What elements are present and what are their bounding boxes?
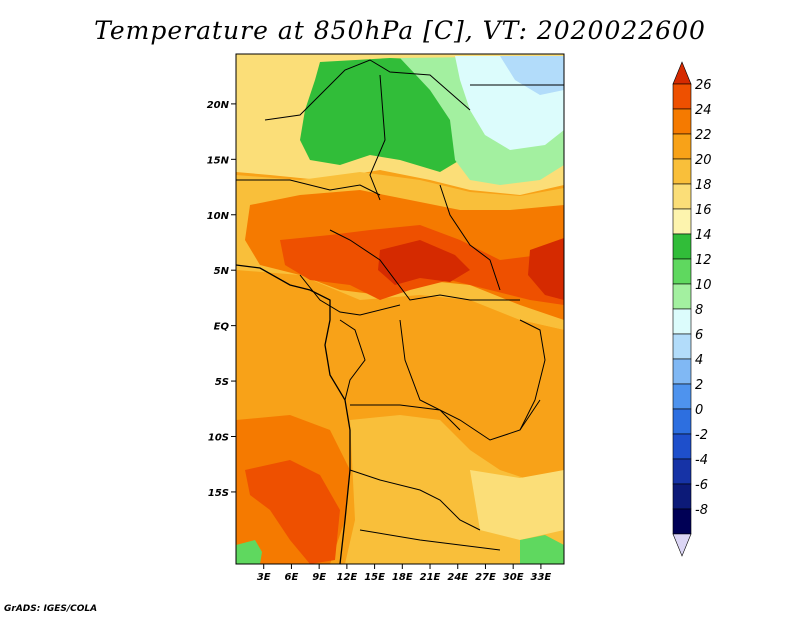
lon-label-5: 18E [392,572,413,583]
colorbar-label-7: 12 [695,253,712,268]
colorbar-swatch-0 [672,83,692,110]
map-axes: 20N 15N 10N 5N EQ 5S 10S 15S 3E 6E 9E 12E 15E 18E 21E 2… [207,100,552,583]
colorbar-swatch-8 [672,283,692,310]
lat-label-5: 5S [215,377,229,388]
country-borders [236,59,564,551]
colorbar-label-17: -8 [695,503,708,518]
colorbar-label-6: 14 [695,228,712,243]
southwest-green-patch [236,540,262,564]
colorbar-swatch-11 [672,358,692,385]
colorbar-swatch-10 [672,333,692,360]
colorbar-swatch-7 [672,258,692,285]
lat-label-3: 5N [214,266,230,277]
colorbar-bottom-arrow [672,533,692,557]
lon-label-0: 3E [257,572,271,583]
lon-label-6: 21E [420,572,441,583]
colorbar-swatch-6 [672,233,692,260]
colorbar-label-16: -6 [695,478,708,493]
colorbar-label-13: 0 [695,403,703,418]
lon-label-3: 12E [336,572,357,583]
congo-basin-region [330,300,564,420]
colorbar-swatch-3 [672,158,692,185]
lon-label-7: 24E [447,572,468,583]
colorbar-label-9: 8 [695,303,703,318]
colorbar-label-10: 6 [695,328,703,343]
lat-label-6: 10S [208,433,229,444]
colorbar-swatch-4 [672,183,692,210]
lon-label-10: 33E [531,572,552,583]
coastline [236,264,351,564]
map-frame [235,53,565,565]
lat-label-7: 15S [208,488,229,499]
hot-east-region [378,240,470,285]
colorbar-swatch-17 [672,508,692,535]
lon-label-9: 30E [503,572,524,583]
grads-credit: GrADS: IGES/COLA [4,604,98,614]
temperature-field [236,54,564,564]
colorbar-top-arrow [672,61,692,85]
colorbar-swatch-16 [672,483,692,510]
colorbar-swatch-1 [672,108,692,135]
chart-title: Temperature at 850hPa [C], VT: 202002260… [94,16,706,45]
southeast-green-patch [520,535,564,564]
lat-label-0: 20N [207,100,230,111]
colorbar-swatch-5 [672,208,692,235]
southeast-pale-region [470,470,564,540]
colorbar-swatch-2 [672,133,692,160]
colorbar-label-8: 10 [695,278,712,293]
lon-label-8: 27E [475,572,496,583]
lat-label-4: EQ [214,322,230,333]
colorbar-label-5: 16 [695,203,712,218]
colorbar-label-14: -2 [695,428,708,443]
colorbar-label-15: -4 [695,453,708,468]
hot-far-east-region [528,238,564,300]
colorbar-label-2: 22 [695,128,712,143]
lon-label-4: 15E [364,572,385,583]
south-hot-plume [245,460,340,564]
colorbar-label-12: 2 [695,378,703,393]
lon-label-2: 9E [312,572,326,583]
colorbar-swatch-15 [672,458,692,485]
lat-label-2: 10N [207,211,230,222]
colorbar-swatch-12 [672,383,692,410]
colorbar-swatch-9 [672,308,692,335]
colorbar-label-1: 24 [695,103,712,118]
lon-label-1: 6E [285,572,299,583]
colorbar-swatch-14 [672,433,692,460]
lat-label-1: 15N [207,155,230,166]
colorbar-label-4: 18 [695,178,712,193]
colorbar-label-11: 4 [695,353,703,368]
colorbar-label-0: 26 [695,78,712,93]
colorbar-label-3: 20 [695,153,712,168]
colorbar-swatch-13 [672,408,692,435]
